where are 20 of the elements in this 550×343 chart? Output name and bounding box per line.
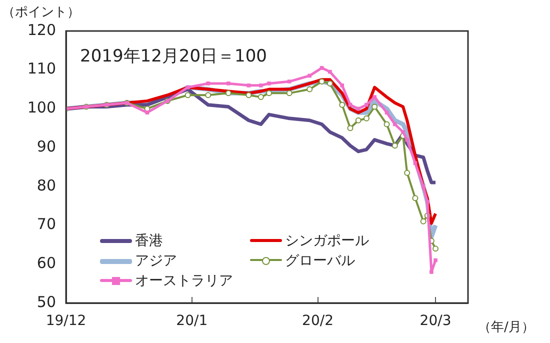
legend-label: オーストラリア xyxy=(135,272,233,290)
x-tick-label: 20/1 xyxy=(176,313,208,330)
x-axis-title: （年/月） xyxy=(478,319,534,336)
y-tick-label: 110 xyxy=(27,60,56,78)
annotation: 2019年12月20日＝100 xyxy=(80,46,267,66)
y-tick-label: 60 xyxy=(36,254,56,272)
legend-label: シンガポール xyxy=(285,232,369,250)
y-tick-label: 50 xyxy=(36,292,56,311)
x-tick-label: 20/3 xyxy=(420,313,452,330)
y-axis-title: （ポイント） xyxy=(2,4,80,21)
legend-label: アジア xyxy=(135,252,177,270)
y-tick-label: 70 xyxy=(36,215,56,234)
y-tick-label: 120 xyxy=(27,20,56,39)
legend-label: 香港 xyxy=(135,232,163,250)
y-tick-label: 80 xyxy=(36,176,56,194)
y-tick-label: 100 xyxy=(27,98,56,117)
x-tick-label: 19/12 xyxy=(46,313,86,330)
y-tick-label: 90 xyxy=(36,137,56,156)
legend-label: グローバル xyxy=(285,252,355,270)
x-tick-label: 20/2 xyxy=(302,313,334,330)
